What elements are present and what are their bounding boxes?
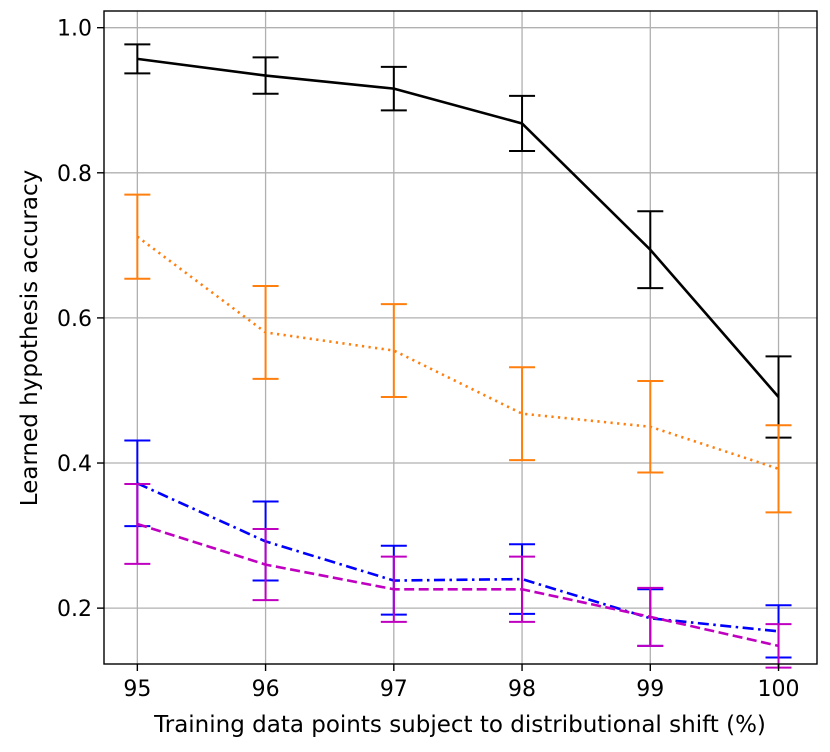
grid [104,11,817,664]
x-tick-label: 100 [758,677,800,702]
error-bar [252,284,279,380]
error-bar [124,193,151,280]
x-tick-label: 96 [252,677,280,702]
x-tick-label: 97 [380,677,408,702]
y-axis-label: Learned hypothesis accuracy [17,170,43,506]
series-3 [124,483,792,669]
error-bar [509,555,536,623]
y-tick-label: 0.8 [57,162,92,187]
error-bar [637,380,664,474]
plot-frame [103,10,818,665]
series-layer [124,43,792,669]
error-bar [252,56,279,95]
x-tick-label: 95 [123,677,151,702]
error-bar [509,366,536,462]
error-bar [765,424,792,514]
ticks: 95 96 97 98 99 100 0.2 0.4 0.6 0.8 1.0 [57,17,800,702]
series-line [136,235,779,471]
series-0 [124,43,792,439]
y-tick-label: 0.4 [57,452,92,477]
error-bar [637,586,664,647]
y-tick-label: 1.0 [57,17,92,42]
error-bar [380,65,407,112]
series-1 [124,193,792,514]
series-line [137,57,780,398]
y-tick-label: 0.6 [57,307,92,332]
error-bar [124,483,151,565]
y-tick-label: 0.2 [57,597,92,622]
x-tick-label: 98 [508,677,536,702]
error-bar [637,210,664,290]
error-bar [252,528,279,602]
error-bar [380,303,407,398]
error-bar [380,555,407,623]
error-bar [124,43,151,75]
x-axis-label: Training data points subject to distribu… [153,712,766,738]
x-tick-label: 99 [636,677,664,702]
series-line [136,522,779,648]
error-bar [509,94,536,153]
series-line [136,482,779,633]
